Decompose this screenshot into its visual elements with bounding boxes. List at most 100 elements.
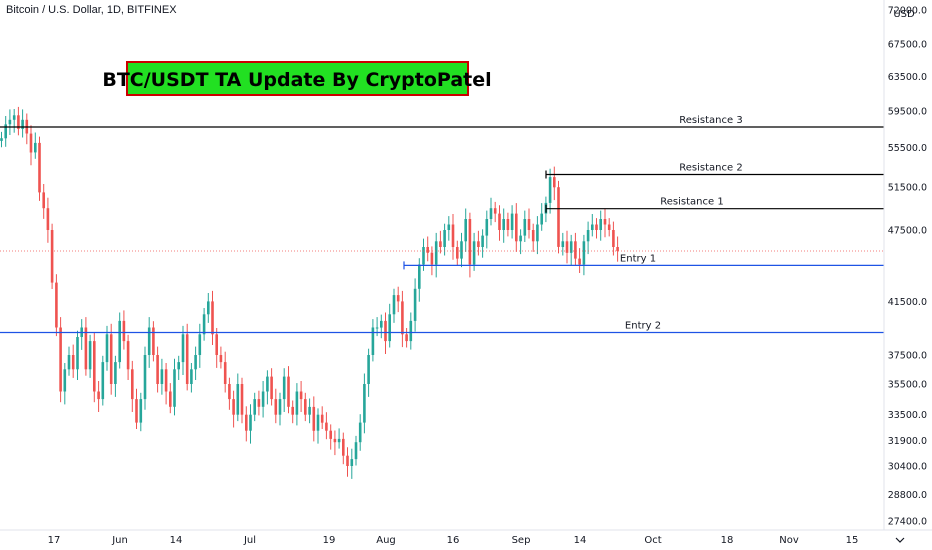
candle [536, 216, 539, 255]
candle [173, 358, 176, 416]
candle [215, 328, 218, 368]
candle [236, 373, 240, 422]
candle [211, 290, 214, 345]
time-tick-label: 14 [170, 535, 183, 546]
time-tick-label: 18 [721, 535, 734, 546]
currency-label[interactable]: USD [893, 9, 915, 20]
price-tick-label: 35500.0 [888, 380, 927, 391]
candle [346, 447, 349, 477]
title-banner-text: BTC/USDT TA Update By CryptoPatel [102, 69, 491, 91]
candle [261, 381, 265, 418]
candle [245, 406, 248, 442]
candle [135, 388, 138, 429]
candle [599, 210, 602, 241]
candles-layer [0, 106, 619, 479]
price-axis: 72000.0 67500.0 63500.0 59500.0 55500.0 51500… [883, 0, 932, 530]
candle [308, 398, 311, 424]
time-tick-label: Sep [512, 535, 531, 546]
candle [523, 210, 527, 242]
candle [282, 368, 286, 412]
price-tick-label: 47500.0 [888, 226, 927, 237]
level-entry-2[interactable]: Entry 239133.5 [0, 321, 930, 340]
candle [93, 332, 96, 403]
candle [228, 377, 231, 410]
candle [80, 319, 83, 350]
price-tick-label: 37500.0 [888, 351, 927, 362]
candle [253, 392, 256, 422]
candle [477, 230, 480, 256]
candle [270, 368, 273, 406]
level-label: Entry 2 [625, 321, 661, 332]
candle [612, 221, 615, 256]
candle [565, 230, 569, 264]
candle [595, 218, 598, 239]
candle [363, 373, 366, 434]
candle [105, 325, 109, 371]
settings-chevron-icon[interactable] [895, 537, 905, 543]
price-tick-label: 63500.0 [888, 72, 927, 83]
candle [4, 116, 7, 147]
candle [190, 363, 193, 393]
candle [481, 229, 484, 258]
time-tick-label: Jun [111, 535, 128, 546]
title-banner [126, 61, 469, 96]
candle [409, 312, 413, 350]
price-tick-label: 33500.0 [888, 410, 927, 421]
candle [329, 424, 332, 450]
candle [515, 203, 518, 252]
candle [17, 106, 20, 136]
candle [586, 221, 590, 255]
level-label: Resistance 1 [660, 197, 723, 208]
candle [430, 246, 434, 276]
time-tick-label: Jul [243, 535, 256, 546]
candle [126, 334, 130, 380]
candle [447, 216, 451, 241]
time-tick-label: Aug [376, 535, 396, 546]
candle [207, 293, 210, 323]
candle [34, 132, 37, 159]
candle [405, 328, 408, 348]
candle [240, 377, 244, 424]
candle [443, 223, 446, 256]
candle [354, 435, 358, 466]
candle [498, 205, 501, 241]
candle [603, 208, 607, 238]
time-tick-label: 16 [447, 535, 460, 546]
candle [25, 113, 29, 145]
candle [67, 346, 71, 376]
candle [287, 366, 290, 414]
candle [582, 234, 586, 276]
candle [553, 166, 556, 201]
candle [342, 432, 345, 465]
candle [169, 383, 172, 414]
candle [371, 319, 375, 362]
candle [358, 414, 362, 451]
candle [122, 310, 126, 350]
candle [337, 428, 341, 449]
candle [223, 351, 227, 393]
candle [29, 125, 33, 166]
candle [156, 346, 159, 393]
candle [131, 360, 134, 412]
candle [202, 308, 206, 341]
level-label: Resistance 3 [679, 115, 742, 126]
level-resistance-2[interactable]: Resistance 252754.4 [545, 163, 930, 182]
candle [38, 136, 41, 201]
level-resistance-3[interactable]: Resistance 357717.0 [0, 115, 930, 134]
candle [274, 388, 278, 424]
candle [114, 355, 117, 397]
candle [147, 317, 151, 368]
level-resistance-1[interactable]: Resistance 149450.9 [545, 197, 930, 216]
level-label: Entry 1 [620, 253, 656, 264]
candle [46, 197, 50, 243]
candle [325, 412, 328, 440]
candle [434, 232, 438, 278]
candle [76, 330, 79, 380]
candle [456, 240, 459, 265]
candle [299, 381, 303, 412]
candle [55, 274, 58, 337]
candle [88, 334, 92, 378]
candle [21, 109, 24, 138]
candle [59, 317, 62, 403]
